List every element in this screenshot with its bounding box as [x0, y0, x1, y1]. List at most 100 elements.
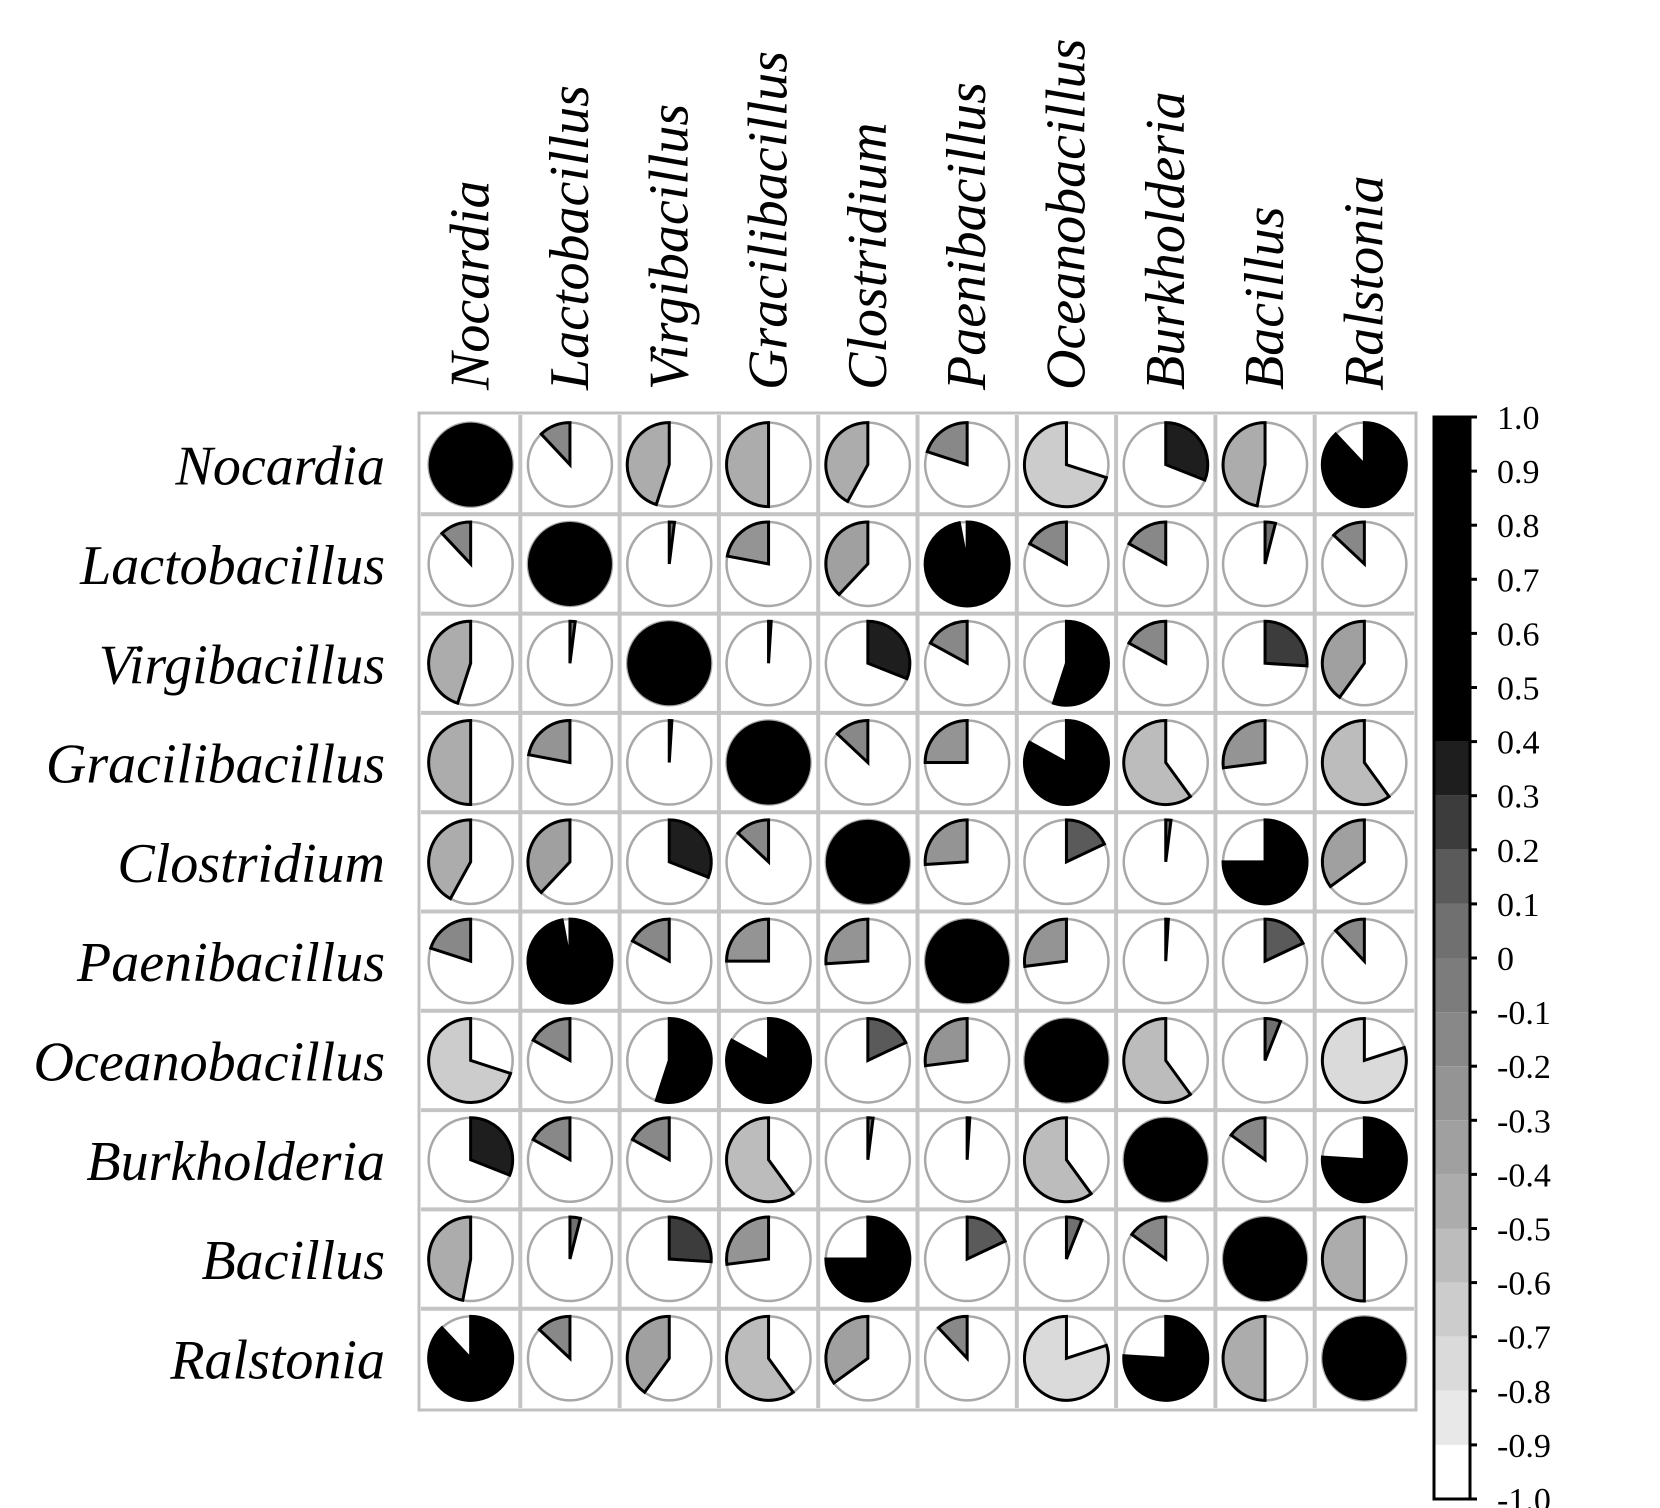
colorbar-tick-label: 0	[1497, 941, 1514, 978]
pie-wedge	[427, 818, 473, 901]
matrix-cell	[824, 1116, 912, 1203]
pie-wedge	[1320, 1215, 1366, 1303]
pie-wedge	[1320, 719, 1392, 807]
matrix-cell	[725, 1116, 812, 1204]
pie-wedge	[627, 621, 712, 706]
colorbar-tick-label: -0.7	[1497, 1320, 1551, 1357]
matrix-cell	[1023, 520, 1110, 608]
pie-wedge	[1320, 1116, 1408, 1204]
matrix-cell	[824, 917, 912, 1005]
matrix-cell	[526, 1314, 614, 1402]
colorbar-tick-label: -0.4	[1497, 1157, 1551, 1194]
pie-wedge	[526, 719, 572, 765]
matrix-cell	[923, 619, 1011, 707]
colorbar-tick-label: -0.2	[1497, 1049, 1551, 1086]
colorbar-segment	[1434, 903, 1470, 958]
colorbar-segment	[1434, 417, 1470, 742]
matrix-cell	[526, 818, 614, 906]
pie-wedge	[1027, 520, 1068, 567]
matrix-cell	[923, 1116, 1011, 1203]
colorbar-segment	[1434, 1174, 1470, 1229]
pie-wedge	[1221, 818, 1309, 906]
matrix-cell	[824, 1215, 912, 1303]
matrix-cell	[626, 1016, 713, 1104]
colorbar-tick-label: -1.0	[1497, 1482, 1551, 1508]
matrix-cell	[427, 520, 514, 608]
pie-wedge	[625, 1314, 671, 1395]
matrix-cell	[427, 917, 514, 1005]
matrix-cell	[1321, 1315, 1408, 1402]
colorbar-tick-label: 0.2	[1497, 833, 1540, 870]
pie-wedge	[1023, 1314, 1110, 1402]
matrix-cell	[526, 1016, 614, 1104]
matrix-cell	[725, 719, 812, 806]
column-labels: Nocardia Lactobacillus Virgibacillus Gracil…	[440, 39, 1396, 391]
colorbar-tick-label: -0.5	[1497, 1212, 1551, 1249]
colorbar-tick-label: 0.8	[1497, 508, 1540, 545]
pie-wedge	[1221, 421, 1267, 508]
pie-wedge	[531, 1016, 572, 1063]
pie-wedge	[1320, 619, 1366, 700]
colorbar-segment	[1434, 1444, 1470, 1499]
matrix-cell	[923, 520, 1011, 608]
colorbar-segment	[1434, 741, 1470, 796]
colorbar-segment	[1434, 795, 1470, 850]
pie-wedge	[1320, 818, 1366, 889]
colorbar-tick-label: 0.4	[1497, 725, 1540, 762]
matrix-cell	[1022, 917, 1110, 1005]
pie-wedge	[1263, 1016, 1283, 1062]
matrix-cell	[1023, 1017, 1110, 1104]
pie-wedge	[1064, 818, 1107, 865]
pie-wedge	[427, 1016, 513, 1104]
pie-wedge	[1122, 1314, 1210, 1402]
pie-wedge	[427, 719, 473, 807]
pie-wedge	[1064, 1215, 1084, 1260]
matrix-cell	[1122, 520, 1209, 608]
matrix-cell	[1122, 1314, 1210, 1402]
matrix-cell	[427, 719, 514, 807]
colorbar-tick-label: -0.9	[1497, 1428, 1551, 1465]
pie-wedge	[725, 1215, 771, 1266]
pie-wedge	[539, 421, 572, 469]
colorbar-segment	[1434, 958, 1470, 1013]
pie-wedge	[568, 619, 577, 664]
matrix-cell	[824, 1314, 912, 1402]
matrix-cell	[1221, 1116, 1309, 1203]
matrix-cell	[626, 520, 713, 608]
colorbar-tick-label: 0.9	[1497, 454, 1540, 491]
matrix-cell	[427, 1116, 515, 1203]
pie-wedge	[725, 917, 771, 963]
matrix-cell	[725, 1215, 812, 1303]
matrix-cell	[1221, 917, 1309, 1005]
pie-wedge	[1333, 917, 1366, 965]
column-label: Clostridium	[837, 122, 899, 390]
pie-wedge	[923, 719, 969, 765]
pie-wedge	[1126, 520, 1168, 567]
matrix-cell	[626, 818, 713, 906]
matrix-cell	[923, 917, 1011, 1005]
column-label: Paenibacillus	[936, 82, 998, 391]
row-label: Burkholderia	[86, 1131, 385, 1193]
pie-wedge	[427, 1215, 473, 1303]
matrix-cell	[1221, 421, 1309, 508]
pie-wedge	[1164, 421, 1210, 483]
pie-wedge	[925, 421, 969, 467]
matrix-cell	[1320, 818, 1408, 906]
colorbar-segment	[1434, 1336, 1470, 1391]
pie-wedge	[1164, 818, 1173, 863]
matrix-cell	[1122, 1116, 1209, 1203]
matrix-cell	[1023, 1116, 1110, 1204]
colorbar-segment	[1434, 849, 1470, 904]
pie-wedge	[625, 421, 671, 507]
row-label: Ralstonia	[169, 1329, 385, 1391]
row-labels: Nocardia Lactobacillus Virgibacillus Gracil…	[34, 436, 385, 1392]
colorbar: 1.0 0.9 0.8 0.7 0.6 0.5 0.4 0.3 0.2 0.1 0 -0.1 -0.2 -…	[1432, 400, 1551, 1508]
matrix-cell	[427, 619, 514, 707]
matrix-cell	[1122, 719, 1209, 807]
pie-wedge	[1122, 1016, 1193, 1104]
colorbar-segment	[1434, 1066, 1470, 1121]
pie-wedge	[630, 1116, 671, 1163]
pie-wedge	[531, 1116, 572, 1163]
matrix-cell	[824, 421, 912, 508]
matrix-cell	[1023, 1215, 1110, 1303]
